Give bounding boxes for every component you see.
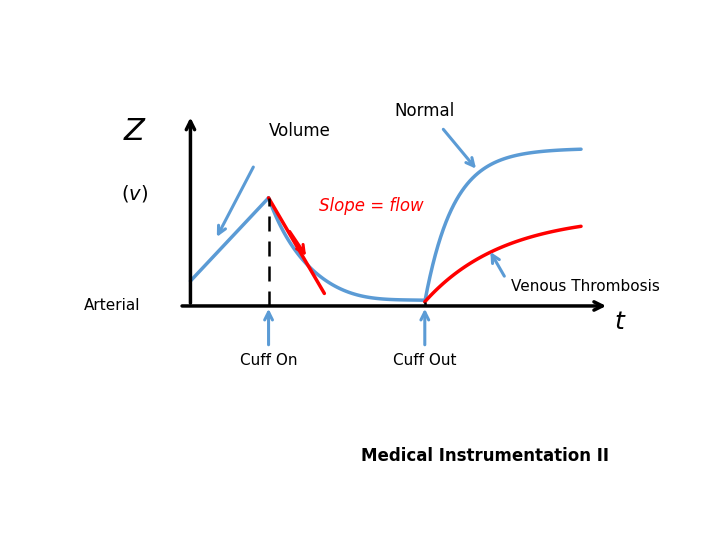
Text: $\it{(v)}$: $\it{(v)}$ — [121, 183, 148, 204]
Text: Cuff Out: Cuff Out — [393, 353, 456, 368]
Text: Arterial: Arterial — [84, 299, 140, 313]
Text: Slope = flow: Slope = flow — [319, 197, 423, 215]
Text: $\it{Z}$: $\it{Z}$ — [122, 116, 147, 147]
Text: Volume: Volume — [269, 123, 330, 140]
Text: Venous Thrombosis: Venous Thrombosis — [511, 279, 660, 294]
Text: Medical Instrumentation II: Medical Instrumentation II — [361, 447, 609, 464]
Text: $\it{t}$: $\it{t}$ — [614, 311, 626, 334]
Text: Normal: Normal — [395, 102, 455, 119]
Text: Cuff On: Cuff On — [240, 353, 297, 368]
